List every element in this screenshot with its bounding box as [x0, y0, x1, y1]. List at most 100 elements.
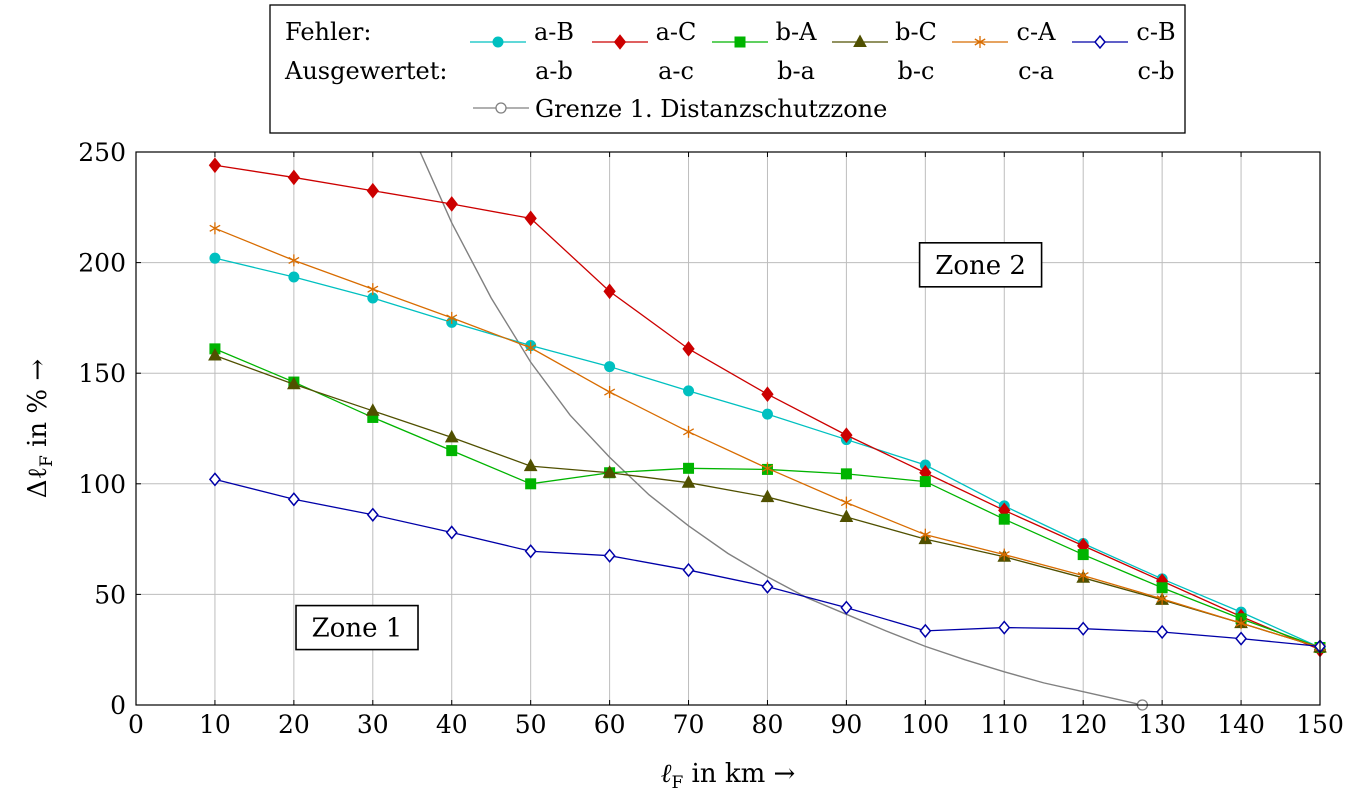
- data-point-marker: [1156, 624, 1169, 640]
- data-point-marker: [446, 311, 458, 324]
- data-point-marker: [1156, 582, 1168, 594]
- data-point-marker: [208, 347, 222, 361]
- data-point-marker: [444, 429, 459, 443]
- data-point-marker: [919, 476, 931, 488]
- y-tick-label: 200: [78, 249, 126, 278]
- legend-entry-c-A: c-A c-a: [952, 18, 1056, 85]
- x-tick-label: 90: [830, 710, 862, 739]
- series-c-A-group: [209, 222, 1326, 654]
- data-point-marker: [525, 341, 537, 354]
- data-point-marker: [287, 492, 300, 507]
- data-point-marker: [840, 468, 852, 480]
- data-point-marker: [367, 283, 379, 296]
- data-point-marker: [998, 513, 1010, 525]
- zone-annotation: Zone 1: [295, 604, 419, 651]
- data-point-marker: [209, 222, 221, 235]
- data-point-marker: [1077, 549, 1089, 561]
- data-point-marker: [524, 544, 537, 559]
- x-tick-label: 10: [199, 710, 231, 739]
- legend-fault-label: b-C: [895, 18, 937, 46]
- data-point-marker: [445, 525, 458, 540]
- data-point-marker: [1235, 617, 1247, 630]
- asterisk-stroke: [1077, 572, 1089, 580]
- data-point-marker: [492, 36, 504, 48]
- asterisk-stroke: [209, 224, 221, 232]
- legend-entry-a-C: a-C a-c: [592, 18, 696, 85]
- data-point-marker: [288, 254, 300, 267]
- data-point-marker: [919, 528, 931, 541]
- legend-evaluated-label: a-b: [535, 57, 573, 85]
- data-point-marker: [974, 36, 986, 48]
- x-tick-label: 20: [278, 710, 310, 739]
- plot-frame: [135, 151, 1321, 706]
- data-point-marker: [604, 361, 616, 373]
- data-point-marker: [1235, 631, 1248, 646]
- data-point-marker: [761, 579, 774, 594]
- x-tick-label: 50: [515, 710, 547, 739]
- legend-row-label-faults: Fehler:: [285, 18, 371, 46]
- data-point-marker: [602, 465, 617, 478]
- x-tick-label: 120: [1059, 710, 1107, 739]
- legend-evaluated-label: c-b: [1138, 57, 1175, 85]
- x-tick-label: 150: [1296, 710, 1344, 739]
- data-point-marker: [919, 623, 932, 639]
- data-point-marker: [208, 157, 222, 174]
- y-axis-label: ΔℓF in % →: [23, 359, 57, 498]
- data-point-marker: [287, 169, 301, 186]
- asterisk-stroke: [367, 285, 379, 293]
- y-tick-label: 250: [78, 138, 126, 167]
- legend-fault-label: c-A: [1017, 18, 1057, 46]
- data-point-marker: [366, 182, 379, 199]
- y-tick-label: 50: [94, 580, 126, 609]
- x-axis-label: ℓF in km →: [661, 759, 796, 792]
- data-point-marker: [682, 562, 695, 578]
- data-point-marker: [1077, 569, 1089, 582]
- x-tick-label: 80: [752, 710, 784, 739]
- zone-label: Zone 2: [935, 251, 1026, 281]
- asterisk-stroke: [604, 388, 616, 396]
- data-point-marker: [853, 34, 867, 47]
- data-point-marker: [365, 403, 380, 416]
- asterisk-stroke: [525, 344, 537, 352]
- data-point-marker: [681, 475, 696, 488]
- data-point-marker: [603, 548, 616, 563]
- data-point-marker: [525, 478, 537, 490]
- data-point-marker: [760, 489, 775, 503]
- y-tick-label: 0: [110, 691, 126, 720]
- data-point-marker: [209, 252, 221, 264]
- data-point-marker: [840, 600, 853, 615]
- legend-entry-c-B: c-B c-b: [1072, 18, 1176, 85]
- x-tick-label: 70: [673, 710, 705, 739]
- series-c-B-group: [208, 472, 1326, 654]
- data-point-marker: [998, 548, 1010, 561]
- legend-fault-label: c-B: [1136, 18, 1175, 46]
- data-point-marker: [682, 341, 695, 357]
- zone-annotation: Zone 2: [918, 242, 1043, 288]
- legend-entry-a-B: a-B a-b: [470, 18, 574, 85]
- zone-box: [918, 242, 1043, 288]
- zone-box: [295, 604, 419, 651]
- data-point-marker: [523, 458, 538, 472]
- data-point-marker: [208, 472, 221, 487]
- legend-fault-label: a-B: [534, 18, 574, 46]
- data-point-marker: [761, 462, 773, 475]
- data-point-marker: [604, 386, 616, 399]
- zone-label: Zone 1: [312, 614, 403, 644]
- data-point-marker: [840, 496, 852, 509]
- data-point-marker: [683, 462, 695, 474]
- x-tick-label: 130: [1138, 710, 1186, 739]
- x-tick-label: 140: [1217, 710, 1265, 739]
- data-point-marker: [761, 386, 774, 403]
- data-point-marker: [495, 102, 507, 114]
- data-point-marker: [998, 620, 1011, 635]
- asterisk-stroke: [288, 256, 300, 264]
- data-point-marker: [445, 196, 458, 212]
- data-point-marker: [734, 36, 746, 48]
- x-tick-label: 0: [128, 710, 144, 739]
- asterisk-stroke: [1156, 595, 1168, 603]
- legend-evaluated-label: a-c: [658, 57, 694, 85]
- x-tick-label: 40: [436, 710, 468, 739]
- data-point-marker: [840, 427, 853, 443]
- legend-evaluated-label: b-c: [898, 57, 935, 85]
